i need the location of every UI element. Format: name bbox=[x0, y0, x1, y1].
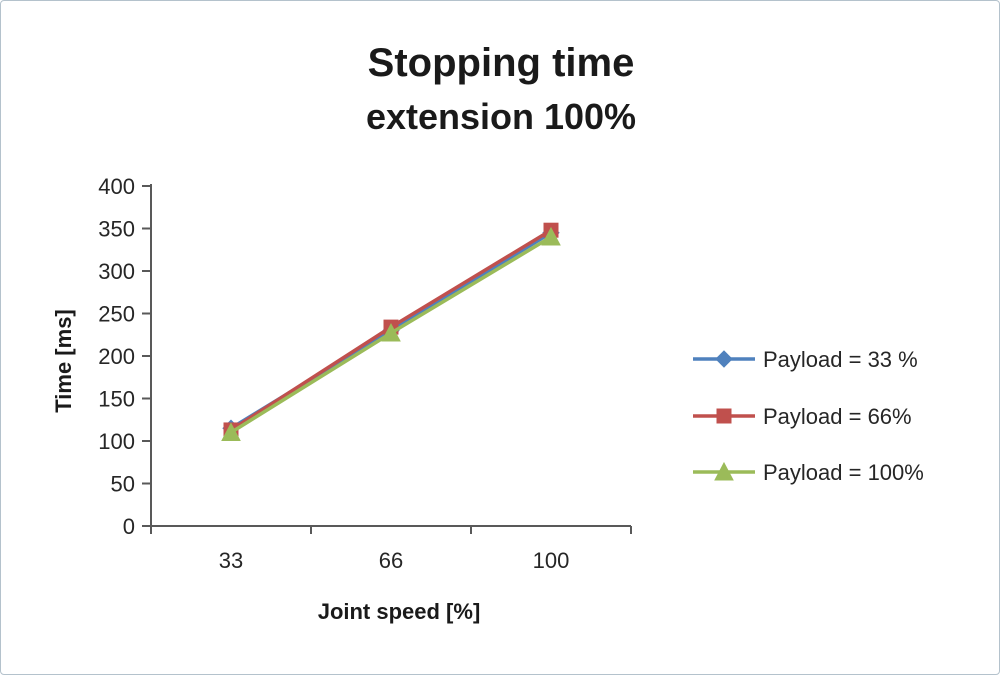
y-tick-label: 250 bbox=[98, 302, 135, 327]
marker-triangle bbox=[714, 461, 734, 481]
legend-label: Payload = 100% bbox=[763, 460, 924, 485]
y-tick-label: 400 bbox=[98, 174, 135, 199]
plot-area: 0 50 100 150 200 250 300 350 400 33 66 100 bbox=[98, 174, 632, 573]
legend-label: Payload = 66% bbox=[763, 404, 912, 429]
y-axis-title: Time [ms] bbox=[51, 309, 76, 413]
legend: Payload = 33 % Payload = 66% Payload = 100… bbox=[693, 347, 924, 485]
chart-title: Stopping time bbox=[368, 41, 635, 85]
x-tick-label: 33 bbox=[219, 548, 243, 573]
marker-triangle bbox=[541, 226, 561, 246]
x-tick-label: 100 bbox=[533, 548, 570, 573]
legend-item: Payload = 33 % bbox=[693, 347, 918, 372]
legend-item: Payload = 66% bbox=[693, 404, 912, 429]
y-tick-label: 100 bbox=[98, 429, 135, 454]
marker-square bbox=[716, 408, 732, 424]
y-tick-label: 350 bbox=[98, 217, 135, 242]
legend-item: Payload = 100% bbox=[693, 460, 924, 485]
marker-triangle bbox=[381, 322, 401, 342]
marker-diamond bbox=[715, 350, 733, 368]
x-axis-title: Joint speed [%] bbox=[318, 599, 481, 624]
x-tick-label: 66 bbox=[379, 548, 403, 573]
legend-label: Payload = 33 % bbox=[763, 347, 918, 372]
chart-subtitle: extension 100% bbox=[366, 96, 636, 137]
y-tick-label: 200 bbox=[98, 344, 135, 369]
y-tick-label: 150 bbox=[98, 387, 135, 412]
marker-triangle bbox=[221, 422, 241, 441]
y-tick-label: 50 bbox=[111, 472, 135, 497]
y-tick-label: 0 bbox=[123, 514, 135, 539]
y-tick-label: 300 bbox=[98, 259, 135, 284]
